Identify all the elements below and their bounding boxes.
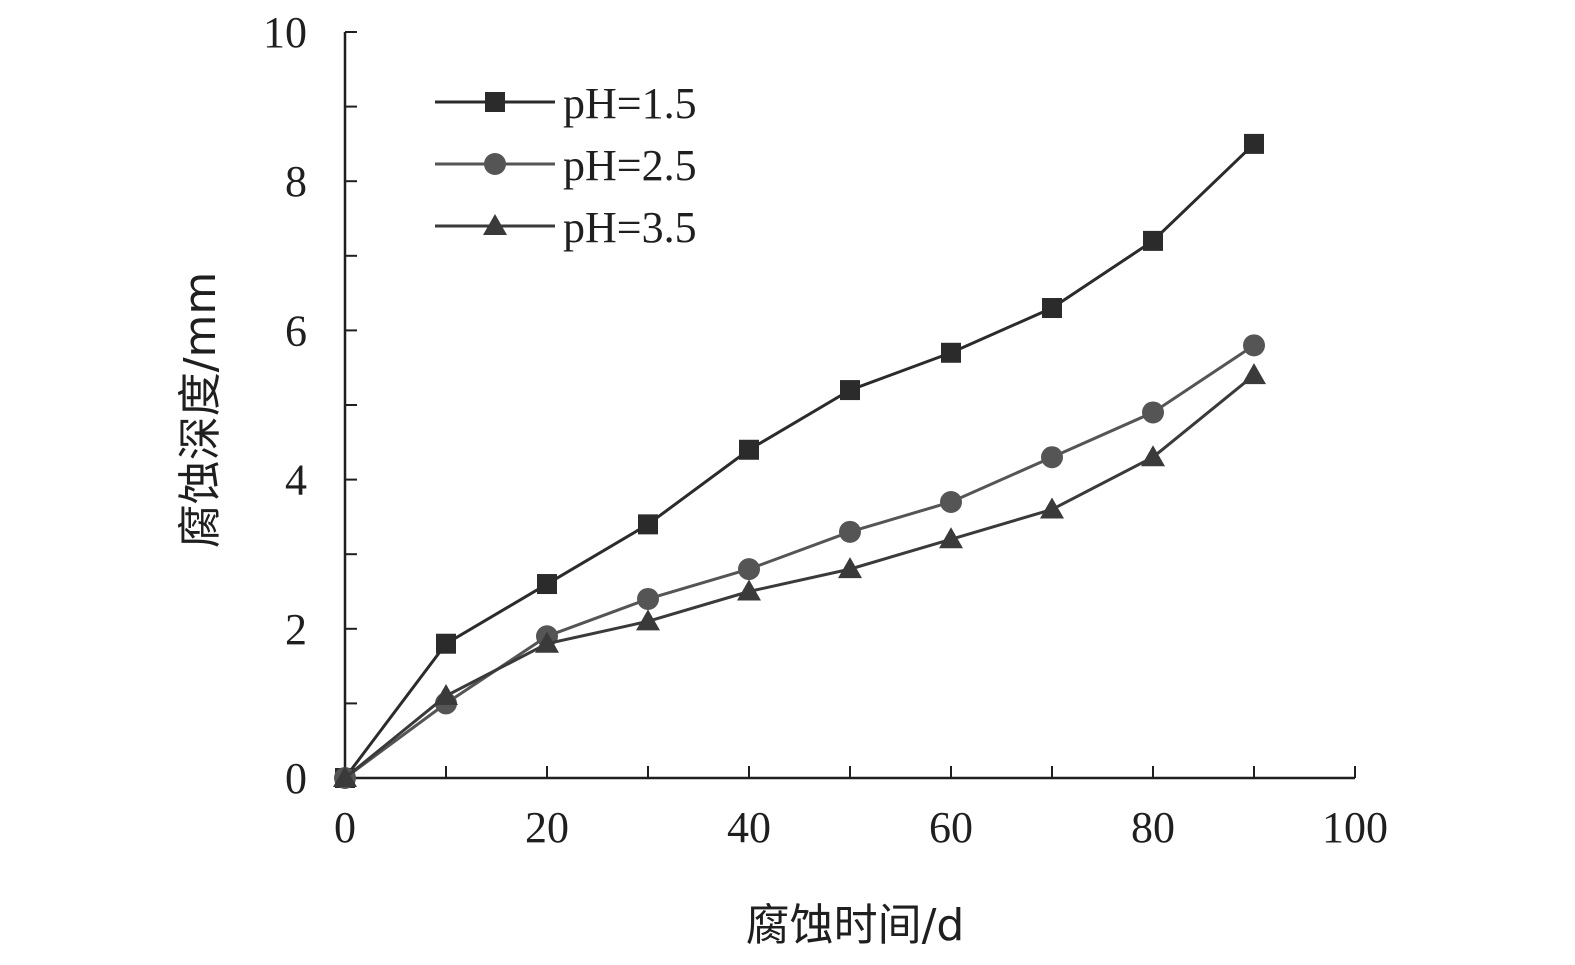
data-point-square [1042,298,1062,319]
legend-marker [484,153,506,175]
data-point-square [537,574,557,595]
legend-marker [485,92,505,112]
data-point-square [436,633,456,654]
series-line [344,344,1255,780]
x-tick-label: 80 [1131,803,1175,852]
data-point-triangle [1141,445,1165,467]
series-triangle [333,363,1266,787]
y-tick-labels: 0 2 4 6 8 10 [263,8,307,803]
x-tick-label: 20 [525,803,569,852]
series-line [343,142,1256,779]
data-point-triangle [838,557,862,579]
legend-item: pH=3.5 [435,203,697,252]
data-point-triangle [1040,497,1064,519]
axes: 0 20 40 60 80 100 0 2 4 6 8 10 [263,8,1388,852]
x-axis-title: 腐蚀时间/d [746,900,965,951]
y-tick-label: 10 [263,8,307,57]
series-square [335,133,1264,788]
legend-item: pH=2.5 [435,141,697,190]
data-point-triangle [737,579,761,601]
tick-marks [344,31,1356,779]
data-point-triangle [939,527,963,549]
data-point-square [638,514,658,535]
y-tick-label: 2 [285,605,307,654]
data-point-triangle [535,631,559,653]
data-point-triangle [333,766,357,787]
y-tick-label: 0 [285,754,307,803]
legend-label: pH=3.5 [563,203,697,252]
data-point-circle [940,490,962,513]
y-tick-label: 6 [285,306,307,355]
series-layer [333,133,1266,789]
x-tick-label: 40 [727,803,771,852]
data-point-circle [637,587,659,610]
x-tick-label: 60 [929,803,973,852]
y-tick-label: 4 [285,456,307,505]
x-tick-label: 0 [334,803,356,852]
x-tick-label: 100 [1322,803,1388,852]
y-tick-label: 8 [285,157,307,206]
data-point-circle [1142,401,1164,424]
y-axis-title: 腐蚀深度/mm [175,272,226,549]
data-point-square [941,342,961,363]
data-point-triangle [434,683,458,705]
data-point-triangle [636,609,660,631]
data-point-triangle [1242,363,1266,385]
series-circle [334,334,1265,789]
x-tick-labels: 0 20 40 60 80 100 [334,803,1388,852]
data-point-circle [839,520,861,543]
legend-item: pH=1.5 [435,79,697,128]
data-point-square [739,439,759,460]
data-point-circle [1243,334,1265,357]
data-point-circle [1041,446,1063,469]
legend-label: pH=2.5 [563,141,697,190]
data-point-circle [738,558,760,581]
data-point-square [1143,230,1163,251]
legend: pH=1.5 pH=2.5 pH=3.5 [435,79,697,252]
data-point-square [1244,133,1264,154]
data-point-square [840,380,860,401]
series-line [344,373,1255,780]
legend-marker [483,214,507,235]
legend-label: pH=1.5 [563,79,697,128]
